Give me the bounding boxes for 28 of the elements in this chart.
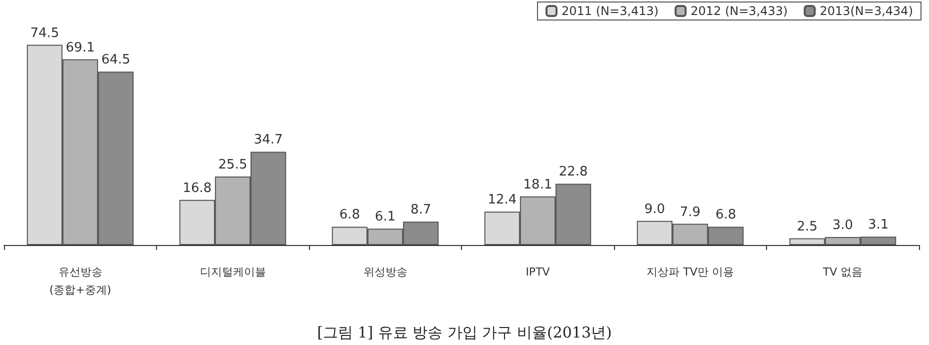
x-tick-label: 유선방송 (종합+중계)	[49, 266, 112, 296]
data-label: 25.5	[218, 157, 248, 172]
data-label: 8.7	[410, 202, 432, 218]
legend-label: 2011 (N=3,413)	[562, 4, 659, 18]
x-tick-label: 디지털케이블	[200, 266, 266, 278]
data-label: 34.7	[254, 132, 283, 148]
text: [그림 1] 유료 방송 가입 가구 비율(2013년)	[317, 324, 612, 342]
x-tick-label: TV 없음	[822, 266, 863, 278]
data-label: 18.1	[523, 177, 552, 192]
legend-label: 2013(N=3,434)	[820, 4, 914, 18]
data-label: 69.1	[66, 40, 95, 56]
x-tick-label: 지상파 TV만 이용	[646, 266, 734, 278]
data-label: 22.8	[558, 164, 588, 180]
data-label: 2.5	[796, 219, 818, 234]
data-label: 6.8	[339, 208, 360, 223]
data-label: 74.5	[30, 26, 60, 41]
data-label: 9.0	[644, 202, 666, 217]
x-tick-label: 위성방송	[363, 266, 408, 278]
data-label: 12.4	[488, 192, 517, 208]
data-label: 6.8	[715, 208, 736, 223]
legend-label: 2012 (N=3,433)	[690, 4, 788, 18]
data-label: 3.0	[832, 218, 854, 233]
data-label: 6.1	[374, 210, 396, 225]
data-label: 64.5	[101, 52, 130, 68]
x-tick-label: IPTV	[526, 266, 550, 278]
data-label: 3.1	[868, 218, 889, 233]
data-label: 16.8	[182, 180, 212, 196]
data-label: 7.9	[680, 204, 701, 220]
